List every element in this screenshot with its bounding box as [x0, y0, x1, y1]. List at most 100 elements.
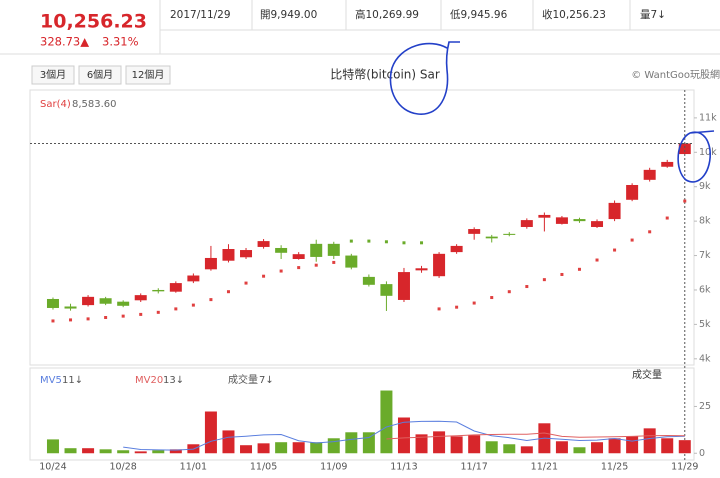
sar-dot [577, 267, 581, 271]
y-tick-label: 8k [699, 216, 711, 227]
candle-body [450, 245, 463, 253]
legend-value: 8,583.60 [72, 99, 117, 110]
candle-body [257, 241, 270, 247]
volume-bar [485, 441, 498, 454]
high: 高10,269.99 [355, 8, 419, 21]
sar-dot [665, 216, 669, 220]
sar-dot [490, 296, 494, 300]
open: 開9,949.00 [260, 9, 317, 21]
candle-body [573, 219, 586, 222]
candle-body [538, 214, 551, 218]
sar-dot [209, 298, 213, 302]
candle-body [187, 275, 200, 282]
plot: 4k 5k 6k 7k 8k 9k 10k 11k 10/24 10/28 11/01 11/05 11… [30, 90, 717, 473]
volume-bar [204, 411, 217, 454]
volume-bar [152, 450, 165, 454]
sar-dot [121, 314, 125, 318]
ma-line [386, 432, 685, 440]
volume-bar [415, 434, 428, 454]
range-label[interactable]: 12個月 [132, 68, 165, 81]
x-tick-label: 11/29 [671, 462, 698, 473]
sar-dot [613, 248, 617, 252]
sar-dot [525, 285, 529, 289]
legend-value: 7↓ [259, 375, 274, 386]
volume-bar [573, 447, 586, 454]
close: 收10,256.23 [542, 8, 606, 21]
candle-body [503, 233, 516, 235]
volume-bar [661, 438, 674, 454]
legend-value: 13↓ [163, 375, 184, 386]
sar-dot [86, 317, 90, 321]
candle-body [134, 295, 147, 301]
sar-dot [507, 290, 511, 294]
range-button[interactable] [31, 65, 75, 85]
volume-bar [503, 444, 516, 454]
candle-body [152, 289, 165, 292]
volume-bar [117, 450, 130, 454]
volume-bar [310, 442, 323, 454]
range-label[interactable]: 6個月 [87, 68, 113, 81]
x-tick-label: 10/28 [109, 462, 136, 473]
range-label[interactable]: 3個月 [40, 68, 66, 81]
sar-dot [332, 260, 336, 264]
y-tick-label: 5k [699, 319, 711, 330]
volume-bar [64, 448, 77, 454]
volume-bar [169, 449, 182, 454]
volume-bar [520, 446, 533, 454]
candle-body [608, 202, 621, 220]
y-tick-label: 11k [699, 112, 717, 123]
candle-body [327, 243, 340, 256]
sar-dot [191, 303, 195, 307]
x-tick-label: 11/17 [460, 462, 487, 473]
volume-bar [397, 417, 410, 454]
candle-body [678, 143, 691, 155]
x-tick-label: 11/13 [390, 462, 417, 473]
change-pct: 3.31% [102, 35, 139, 49]
volume-bar [46, 439, 59, 454]
candle-body [82, 296, 95, 306]
candle-body [169, 283, 182, 292]
sar-dot [226, 290, 230, 294]
sar-dot [349, 239, 353, 243]
x-tick-label: 11/09 [320, 462, 347, 473]
volume-bar [257, 443, 270, 454]
sar-dot [595, 258, 599, 262]
y-tick-label: 0 [699, 448, 705, 459]
candle-body [468, 229, 481, 234]
volume-bar [222, 430, 235, 454]
candle-body [397, 272, 410, 300]
y-tick-label: 25 [699, 401, 711, 412]
sar-dot [174, 307, 178, 311]
x-tick-label: 11/01 [180, 462, 207, 473]
sar-dot [542, 278, 546, 282]
price: 10,256.23 [40, 11, 147, 33]
y-tick-label: 6k [699, 284, 711, 295]
sar-dot [683, 199, 687, 203]
volume-bar [678, 440, 691, 454]
range-button[interactable] [78, 65, 122, 85]
volume-bar [450, 436, 463, 454]
sar-dot [297, 266, 301, 270]
volume-bar [643, 428, 656, 454]
sar-dot [262, 274, 266, 278]
volume-bar [608, 438, 621, 454]
chart-title: 比特幣(bitcoin) Sar [330, 67, 440, 82]
header-bg [0, 0, 720, 54]
range-button[interactable] [125, 65, 171, 85]
legend-name: MV20 [135, 375, 163, 386]
volume-bar [327, 438, 340, 454]
candle-body [626, 184, 639, 200]
volume-bar [626, 436, 639, 454]
candle-body [362, 276, 375, 285]
volume-bar [292, 442, 305, 454]
legend-name: MV5 [40, 375, 62, 386]
sar-dot [437, 307, 441, 311]
candle-body [661, 161, 674, 167]
volume-bar [82, 448, 95, 454]
x-tick-label: 11/25 [601, 462, 628, 473]
legend-value: 11↓ [62, 375, 83, 386]
sar-dot [384, 240, 388, 244]
candle-body [643, 169, 656, 180]
